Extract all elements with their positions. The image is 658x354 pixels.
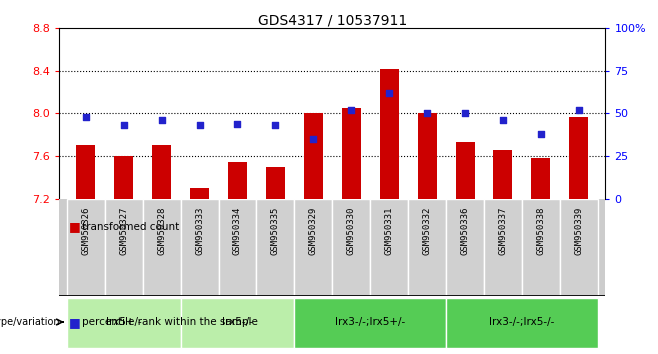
Text: GSM950336: GSM950336 bbox=[461, 206, 470, 255]
Point bbox=[536, 131, 546, 137]
Point bbox=[384, 90, 394, 96]
Bar bbox=[190, 188, 209, 199]
Bar bbox=[304, 113, 323, 199]
Text: GSM950337: GSM950337 bbox=[499, 206, 507, 255]
FancyBboxPatch shape bbox=[218, 199, 257, 296]
FancyBboxPatch shape bbox=[257, 199, 294, 296]
Text: GSM950330: GSM950330 bbox=[347, 206, 356, 255]
Text: transformed count: transformed count bbox=[82, 222, 180, 232]
FancyBboxPatch shape bbox=[332, 199, 370, 296]
Point bbox=[194, 122, 205, 128]
Bar bbox=[228, 162, 247, 199]
FancyBboxPatch shape bbox=[294, 298, 446, 348]
Bar bbox=[494, 150, 513, 199]
Bar bbox=[455, 142, 474, 199]
FancyBboxPatch shape bbox=[180, 298, 294, 348]
FancyBboxPatch shape bbox=[446, 199, 484, 296]
Bar bbox=[114, 156, 133, 199]
Point bbox=[460, 110, 470, 116]
Text: ■: ■ bbox=[69, 220, 81, 233]
Point bbox=[232, 121, 243, 126]
Bar bbox=[152, 145, 171, 199]
Bar bbox=[569, 116, 588, 199]
FancyBboxPatch shape bbox=[370, 199, 408, 296]
FancyBboxPatch shape bbox=[408, 199, 446, 296]
Bar bbox=[342, 108, 361, 199]
Title: GDS4317 / 10537911: GDS4317 / 10537911 bbox=[258, 13, 407, 27]
Text: GSM950327: GSM950327 bbox=[119, 206, 128, 255]
Text: GSM950334: GSM950334 bbox=[233, 206, 242, 255]
Text: percentile rank within the sample: percentile rank within the sample bbox=[82, 317, 258, 327]
FancyBboxPatch shape bbox=[484, 199, 522, 296]
Point bbox=[574, 107, 584, 113]
Text: lrx5-/-: lrx5-/- bbox=[222, 317, 253, 327]
Text: GSM950328: GSM950328 bbox=[157, 206, 166, 255]
Bar bbox=[532, 158, 550, 199]
Point bbox=[157, 118, 167, 123]
Text: GSM950335: GSM950335 bbox=[271, 206, 280, 255]
Text: GSM950326: GSM950326 bbox=[82, 206, 90, 255]
FancyBboxPatch shape bbox=[67, 199, 105, 296]
Bar bbox=[76, 145, 95, 199]
FancyBboxPatch shape bbox=[294, 199, 332, 296]
Point bbox=[80, 114, 91, 120]
Text: lrx3-/-;lrx5-/-: lrx3-/-;lrx5-/- bbox=[490, 317, 555, 327]
Text: GSM950331: GSM950331 bbox=[385, 206, 393, 255]
FancyBboxPatch shape bbox=[446, 298, 597, 348]
Point bbox=[118, 122, 129, 128]
Point bbox=[497, 118, 508, 123]
Text: GSM950332: GSM950332 bbox=[422, 206, 432, 255]
Text: GSM950333: GSM950333 bbox=[195, 206, 204, 255]
Text: lrx3-/-;lrx5+/-: lrx3-/-;lrx5+/- bbox=[335, 317, 405, 327]
FancyBboxPatch shape bbox=[560, 199, 597, 296]
Point bbox=[422, 110, 432, 116]
Bar bbox=[380, 69, 399, 199]
Text: GSM950338: GSM950338 bbox=[536, 206, 545, 255]
FancyBboxPatch shape bbox=[105, 199, 143, 296]
Point bbox=[270, 122, 281, 128]
Text: lrx5+/-: lrx5+/- bbox=[106, 317, 141, 327]
FancyBboxPatch shape bbox=[522, 199, 560, 296]
Text: GSM950329: GSM950329 bbox=[309, 206, 318, 255]
FancyBboxPatch shape bbox=[143, 199, 180, 296]
FancyBboxPatch shape bbox=[180, 199, 218, 296]
Text: ■: ■ bbox=[69, 316, 81, 329]
Bar bbox=[266, 167, 285, 199]
Text: GSM950339: GSM950339 bbox=[574, 206, 583, 255]
Text: genotype/variation: genotype/variation bbox=[0, 317, 60, 327]
FancyBboxPatch shape bbox=[67, 298, 180, 348]
Point bbox=[308, 136, 318, 142]
Bar bbox=[418, 113, 437, 199]
Point bbox=[346, 107, 357, 113]
